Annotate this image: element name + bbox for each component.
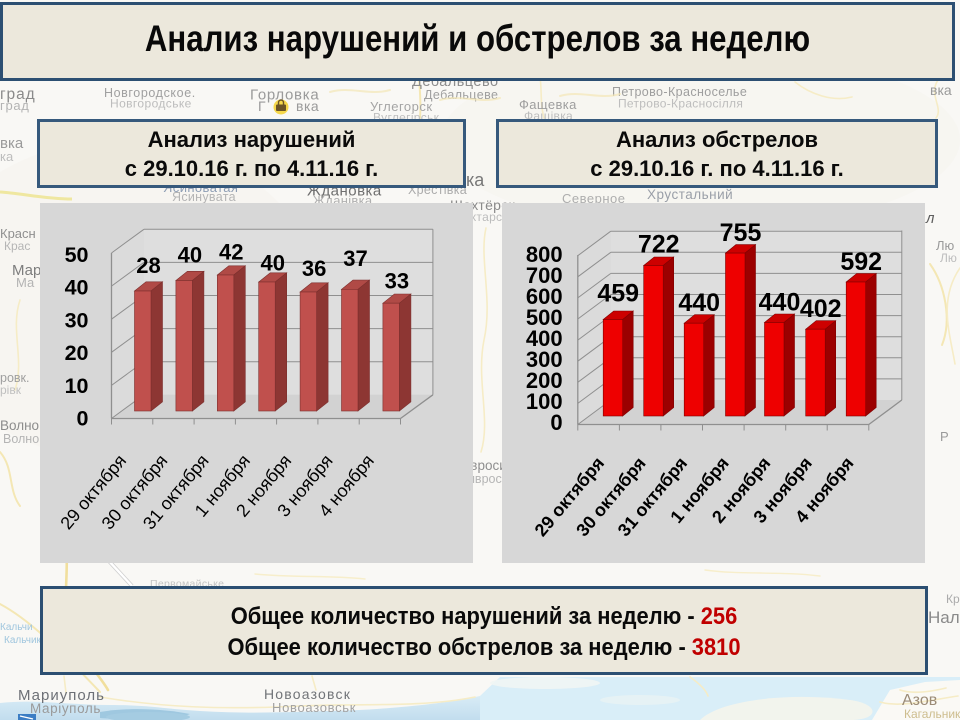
svg-text:Крас: Крас <box>4 239 30 253</box>
svg-text:Ясинувата: Ясинувата <box>172 190 236 204</box>
svg-text:500: 500 <box>526 305 563 330</box>
svg-text:28: 28 <box>136 253 160 278</box>
svg-text:0: 0 <box>77 407 89 431</box>
svg-text:Лю: Лю <box>940 251 957 265</box>
svg-text:Кальчи: Кальчи <box>0 622 33 633</box>
svg-text:Красн: Красн <box>0 226 36 241</box>
svg-text:Волно: Волно <box>0 418 39 433</box>
svg-text:440: 440 <box>678 289 720 317</box>
svg-text:Волно: Волно <box>3 432 39 446</box>
svg-text:Хрустальний: Хрустальний <box>647 187 733 202</box>
svg-text:200: 200 <box>526 368 563 393</box>
svg-text:Фащевка: Фащевка <box>519 97 577 112</box>
svg-text:300: 300 <box>526 347 563 372</box>
svg-text:20: 20 <box>65 341 89 365</box>
svg-text:Кальчик: Кальчик <box>4 635 42 646</box>
svg-text:рівк: рівк <box>0 383 22 397</box>
svg-text:459: 459 <box>597 280 639 308</box>
svg-text:вка: вка <box>930 82 952 98</box>
svg-text:42: 42 <box>219 240 243 265</box>
svg-text:град: град <box>0 86 36 103</box>
svg-text:л: л <box>925 210 935 227</box>
svg-text:0: 0 <box>550 410 562 435</box>
svg-text:33: 33 <box>385 269 409 294</box>
svg-text:30: 30 <box>65 308 89 332</box>
svg-text:вка: вка <box>0 135 24 152</box>
svg-text:Г: Г <box>258 98 266 114</box>
svg-text:722: 722 <box>638 231 680 259</box>
svg-text:Лю: Лю <box>936 238 955 253</box>
svg-text:440: 440 <box>759 289 801 317</box>
svg-text:Углегорск: Углегорск <box>370 99 433 114</box>
svg-text:Мар: Мар <box>12 262 41 279</box>
svg-text:37: 37 <box>343 246 367 271</box>
svg-text:50: 50 <box>65 243 89 267</box>
svg-text:40: 40 <box>178 243 202 268</box>
svg-text:Ма: Ма <box>16 275 35 290</box>
svg-text:36: 36 <box>302 256 326 281</box>
svg-text:ка: ка <box>0 149 14 164</box>
svg-text:Нал: Нал <box>928 608 960 627</box>
svg-text:Новгородське: Новгородське <box>110 97 192 111</box>
svg-text:700: 700 <box>526 263 563 288</box>
svg-text:град: град <box>0 98 30 113</box>
svg-text:Кагальник: Кагальник <box>904 707 960 720</box>
svg-text:10: 10 <box>65 374 89 398</box>
svg-text:Маріуполь: Маріуполь <box>30 701 101 716</box>
svg-text:Новгородское.: Новгородское. <box>104 86 196 100</box>
svg-text:Петрово-Красносілля: Петрово-Красносілля <box>618 97 743 111</box>
svg-text:40: 40 <box>65 276 89 300</box>
svg-text:Петрово-Красноселье: Петрово-Красноселье <box>612 85 747 99</box>
svg-text:Новоазовськ: Новоазовськ <box>272 700 356 715</box>
svg-text:800: 800 <box>526 242 563 267</box>
svg-text:Азов: Азов <box>902 692 937 709</box>
svg-text:вка: вка <box>296 98 319 114</box>
svg-text:40: 40 <box>260 251 284 276</box>
svg-text:400: 400 <box>526 326 563 351</box>
svg-text:ровк.: ровк. <box>0 371 30 385</box>
svg-text:100: 100 <box>526 389 563 414</box>
svg-text:Новоазовск: Новоазовск <box>264 686 351 702</box>
svg-text:755: 755 <box>720 219 762 247</box>
svg-text:402: 402 <box>800 295 842 323</box>
svg-text:ка: ка <box>466 170 485 190</box>
svg-text:Р: Р <box>940 429 949 444</box>
svg-text:Северное: Северное <box>562 191 625 206</box>
svg-text:Мариуполь: Мариуполь <box>18 687 105 704</box>
svg-text:592: 592 <box>840 248 882 276</box>
svg-text:600: 600 <box>526 284 563 309</box>
svg-text:Кр: Кр <box>946 592 960 606</box>
svg-text:Горловка: Горловка <box>250 87 319 104</box>
